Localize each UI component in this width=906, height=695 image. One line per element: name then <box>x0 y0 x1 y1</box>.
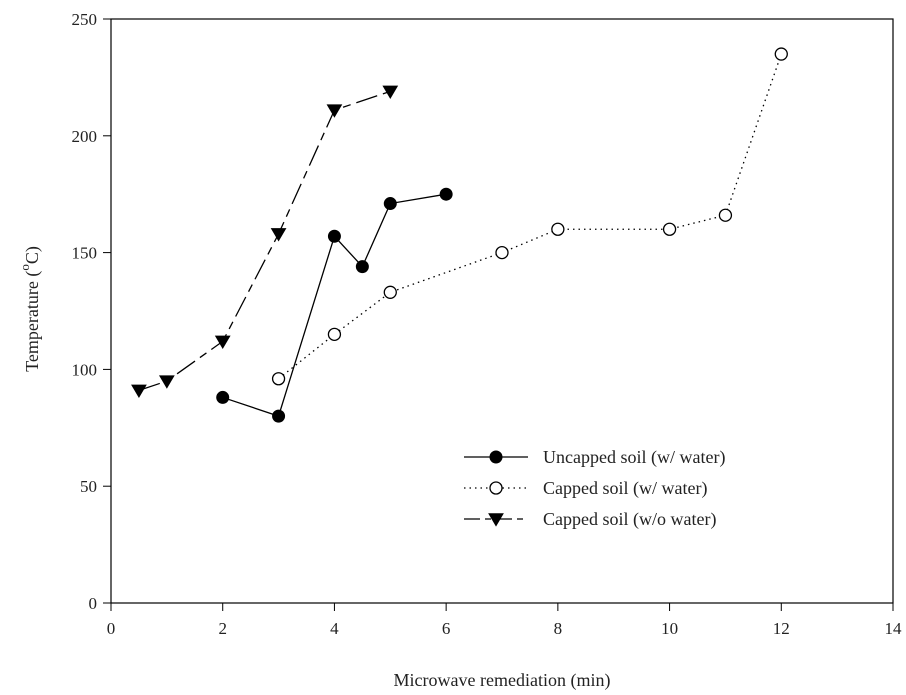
data-point <box>271 372 286 386</box>
data-point <box>662 222 677 236</box>
x-tick-label: 8 <box>554 619 563 638</box>
data-point <box>439 187 453 201</box>
legend-item: Uncapped soil (w/ water) <box>464 447 725 468</box>
series-line <box>278 53 782 380</box>
data-point <box>158 375 175 389</box>
series-layer <box>131 47 788 423</box>
data-point <box>355 260 369 274</box>
series-2 <box>271 47 788 386</box>
series-line <box>222 193 447 417</box>
y-tick-label: 0 <box>89 594 98 613</box>
data-point <box>327 327 342 342</box>
data-point <box>131 384 147 399</box>
y-tick-label: 250 <box>72 10 98 29</box>
data-point <box>272 409 286 423</box>
data-point <box>214 335 231 350</box>
legend-marker <box>488 513 504 527</box>
y-axis-label: Temperature (oC) <box>17 246 43 372</box>
x-tick-label: 6 <box>442 619 451 638</box>
data-point <box>327 229 341 243</box>
x-tick-label: 12 <box>773 619 790 638</box>
series-3 <box>131 85 399 399</box>
data-point <box>270 228 287 242</box>
series-line <box>138 90 391 392</box>
y-tick-label: 200 <box>72 127 98 146</box>
y-axis-label-unit: C) <box>22 246 43 264</box>
data-point <box>383 285 397 299</box>
plot-area <box>110 18 894 604</box>
legend-label: Capped soil (w/o water) <box>543 509 716 530</box>
data-point <box>495 245 509 260</box>
plot-frame <box>110 18 894 604</box>
legend: Uncapped soil (w/ water) Capped soil (w/ … <box>464 447 725 530</box>
data-point <box>551 222 565 236</box>
y-tick-label: 150 <box>72 244 98 263</box>
y-tick-label: 100 <box>72 360 98 379</box>
x-tick-label: 14 <box>885 619 903 638</box>
x-tick-label: 10 <box>661 619 678 638</box>
data-point <box>216 390 230 404</box>
data-point <box>326 104 343 118</box>
data-point <box>383 197 397 211</box>
data-point <box>774 47 788 61</box>
legend-item: Capped soil (w/o water) <box>464 509 716 530</box>
legend-item: Capped soil (w/ water) <box>464 478 707 499</box>
y-axis: 0 50 100 150 200 250 <box>72 10 111 613</box>
legend-label: Uncapped soil (w/ water) <box>543 447 725 468</box>
svg-text:Temperature (oC): Temperature (oC) <box>17 246 43 372</box>
data-point <box>382 85 399 100</box>
legend-marker <box>489 450 503 464</box>
x-tick-label: 2 <box>218 619 227 638</box>
y-axis-label-text: Temperature ( <box>22 271 43 372</box>
legend-marker <box>489 481 503 495</box>
series-1 <box>216 187 453 423</box>
x-axis-label: Microwave remediation (min) <box>394 670 611 691</box>
y-tick-label: 50 <box>80 477 97 496</box>
data-point <box>718 208 733 222</box>
x-axis: 0 2 4 6 8 10 12 14 <box>107 603 902 638</box>
legend-label: Capped soil (w/ water) <box>543 478 707 499</box>
x-tick-label: 0 <box>107 619 116 638</box>
x-tick-label: 4 <box>330 619 339 638</box>
y-axis-label-superscript: o <box>17 264 32 271</box>
